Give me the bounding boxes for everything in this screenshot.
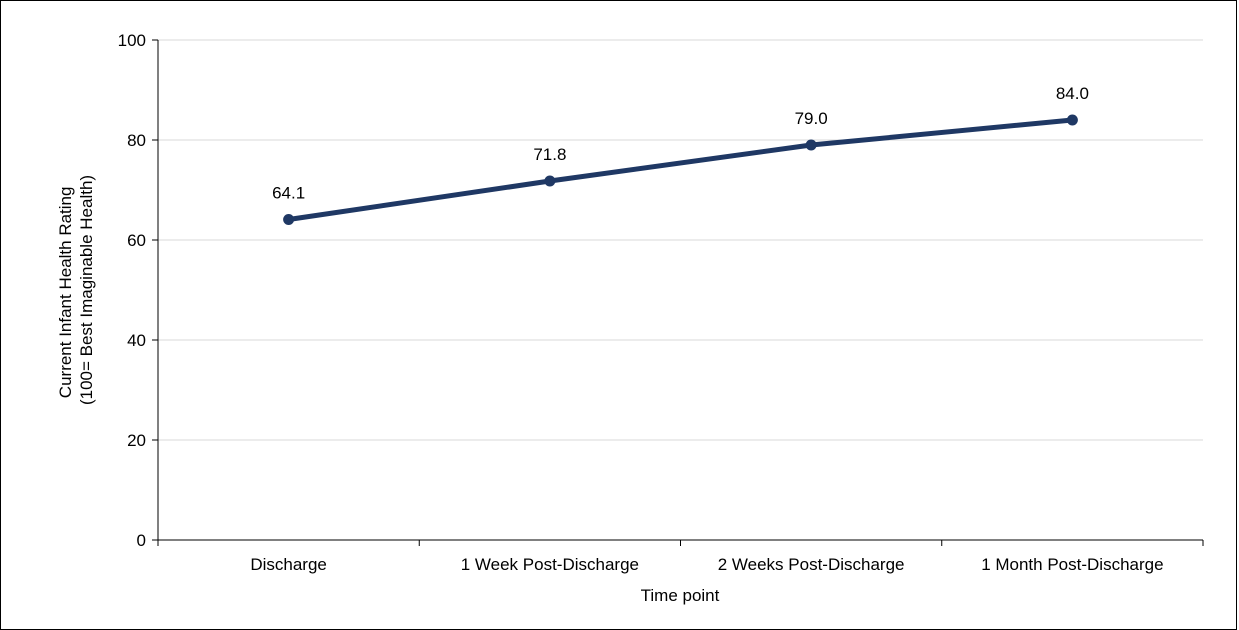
data-label: 84.0 (1056, 84, 1089, 103)
y-tick-label: 0 (137, 531, 146, 550)
data-point (1066, 114, 1078, 126)
y-tick-label: 20 (127, 431, 146, 450)
y-axis-title-group: Current Infant Health Rating (100= Best … (56, 175, 96, 405)
data-point (283, 214, 295, 225)
x-tick-label: 1 Month Post-Discharge (981, 555, 1163, 574)
series-line (286, 117, 1075, 222)
y-tick-label: 80 (127, 131, 146, 150)
y-axis-title-line2: (100= Best Imaginable Health) (77, 175, 96, 405)
y-tick-label: 60 (127, 231, 146, 250)
gridlines (158, 39, 1203, 441)
y-axis-title-line1: Current Infant Health Rating (56, 187, 75, 399)
x-tick-label: 1 Week Post-Discharge (461, 555, 639, 574)
y-tick-label: 40 (127, 331, 146, 350)
data-labels: 64.1 71.8 79.0 84.0 (272, 84, 1089, 203)
x-tick-label: 2 Weeks Post-Discharge (718, 555, 905, 574)
x-axis-title: Time point (641, 586, 720, 605)
data-point (805, 139, 817, 151)
data-label: 71.8 (533, 145, 566, 164)
data-point (544, 175, 556, 187)
y-axis-title: Current Infant Health Rating (100= Best … (56, 175, 96, 405)
x-tick-label: Discharge (250, 555, 327, 574)
data-label: 64.1 (272, 184, 305, 203)
axes: 0 20 40 60 80 100 Discharge 1 Week Post-Dischar… (118, 31, 1204, 574)
series (283, 114, 1078, 225)
y-tick-label: 100 (118, 31, 146, 50)
data-label: 79.0 (795, 109, 828, 128)
